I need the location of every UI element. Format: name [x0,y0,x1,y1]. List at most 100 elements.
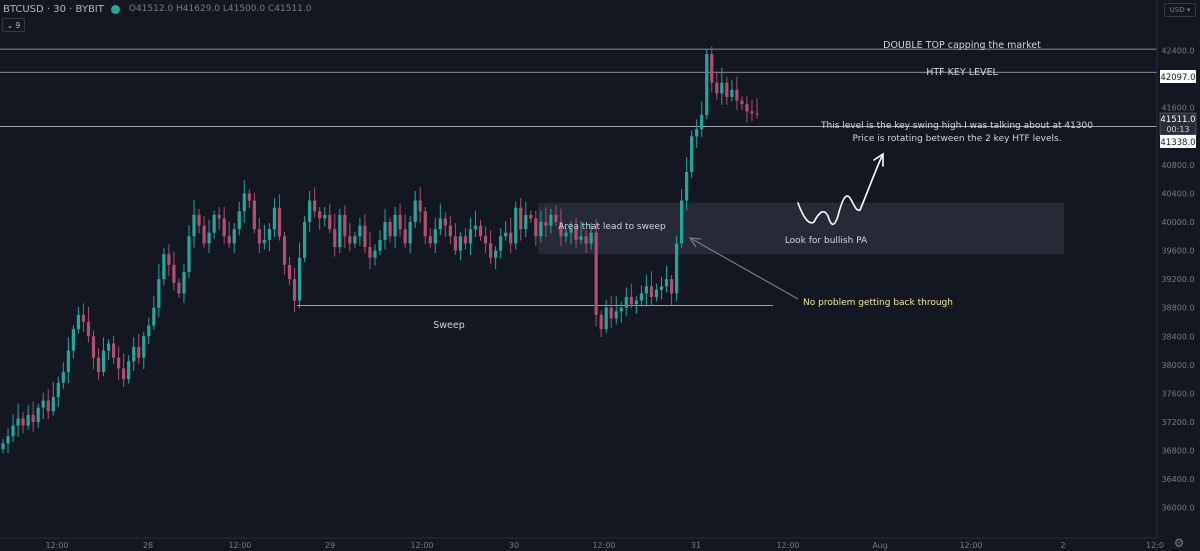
candle-body [272,207,277,230]
candle-body [308,200,312,222]
zone-label: Area that lead to sweep [558,222,666,232]
time-axis[interactable]: 12:00 28 12:00 29 12:00 30 12:00 31 12:00 Aug 12:0… [0,537,1164,550]
chevron-down-icon: ⌄ [6,20,14,30]
price-tick-label: 36800.0 [1161,447,1194,456]
swing-high-note-1: This level is the key swing high I was t… [820,121,1093,131]
candle-body [639,293,643,301]
double-top-label: DOUBLE TOP capping the market [883,40,1041,51]
candle-body [418,200,422,212]
candle-body [634,300,638,305]
candle-body [348,236,352,244]
candle-body [197,214,201,226]
candle-body [664,279,669,287]
candle-body [579,236,583,240]
candle-body [504,232,508,237]
candle-body [292,279,297,301]
candle-body [715,82,719,94]
candle-body [690,136,694,172]
candle-body [604,307,608,330]
candle-body [710,54,714,83]
candle-body [524,214,528,230]
candle-body [6,436,10,444]
candle-body [46,400,50,412]
candle-body [599,314,603,330]
time-tick-label: 29 [325,541,335,550]
chart-header: BTCUSD · 30 · BYBIT O41512.0 H41629.0 L4… [0,0,311,18]
candle-body [313,200,317,212]
candle-body [202,225,206,244]
candle-body [654,289,659,297]
candle-body [232,229,236,244]
candle-body [41,400,45,408]
candle-body [609,307,613,319]
candle-body [494,250,498,258]
time-tick-label: 31 [691,541,701,550]
indicators-toggle-button[interactable]: ⌄ 9 [2,18,25,32]
time-tick-label: 12:0 [1146,541,1164,550]
candle-body [488,243,493,258]
candle-body [212,214,216,233]
candle-body [36,407,40,422]
candle-body [559,222,563,237]
pointer-arrow-line [691,238,799,300]
candle-body [252,200,256,230]
candle-body [338,214,342,247]
candle-body [137,347,141,358]
candle-body [720,82,724,94]
candle-body [167,254,171,265]
candle-body [468,229,473,244]
candle-body [549,214,553,226]
candle-body [443,218,447,226]
candle-body [453,236,457,251]
time-tick-label: 30 [509,541,519,550]
candle-body [388,222,392,237]
annotation-layer: DOUBLE TOP capping the market HTF KEY LE… [433,40,1093,331]
candle-body [96,357,101,372]
htf-key-label: HTF KEY LEVEL [926,67,998,78]
candle-body [669,279,674,294]
candle-body [730,89,734,97]
currency-select[interactable]: USD ▾ [1164,3,1196,17]
candle-body [363,225,367,247]
bullish-pa-label: Look for bullish PA [785,236,868,246]
candle-body [187,236,191,272]
candle-body [509,232,513,244]
candle-body [257,229,261,244]
candle-body [26,414,30,426]
indicators-count: 9 [15,20,21,30]
candle-layer [1,46,759,454]
candle-body [242,193,246,212]
candle-body [86,322,91,337]
candle-body [483,236,488,244]
candle-body [303,222,307,258]
time-tick-label: 12:00 [228,541,251,550]
candle-body [403,229,407,244]
pointer-arrow-head [688,237,702,248]
candle-body [378,239,382,251]
countdown-text: 00:13 [1166,125,1189,134]
candle-body [177,282,181,294]
candle-body [152,307,156,326]
symbol-label[interactable]: BTCUSD · 30 · BYBIT [3,3,104,15]
candle-body [227,236,231,244]
candle-body [519,207,523,230]
candle-body [368,247,372,258]
candle-body [192,214,196,237]
gear-icon[interactable]: ⚙ [1173,536,1185,550]
candle-body [499,236,503,251]
candle-body [594,232,598,315]
candle-body [182,272,186,294]
candle-body [247,193,251,201]
candle-body [448,225,452,237]
candle-body [71,329,75,351]
candle-body [31,414,35,422]
candle-body [705,54,709,115]
price-tick-label: 41600.0 [1161,104,1194,113]
candle-body [373,250,377,258]
time-tick-label: 28 [143,541,153,550]
candle-body [569,229,573,233]
candle-body [398,214,402,230]
candle-body [478,225,483,237]
candle-body [262,239,266,244]
